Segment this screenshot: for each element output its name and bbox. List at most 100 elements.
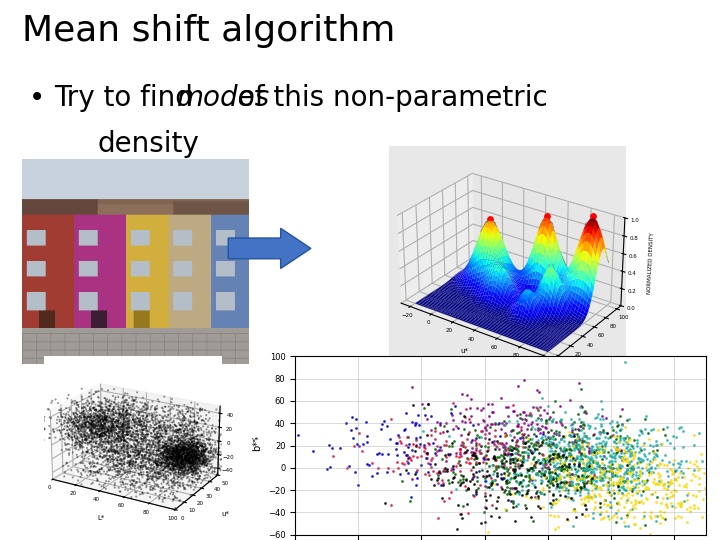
Point (504, 456, 516, 465)
Point (460, 448, 472, 456)
Point (451, 459, 463, 468)
Point (631, 436, 643, 444)
Point (469, 449, 480, 457)
Point (478, 417, 490, 426)
Point (398, 448, 410, 457)
Point (549, 451, 561, 460)
Point (555, 414, 567, 423)
Point (532, 436, 544, 444)
Point (560, 455, 572, 464)
Point (589, 503, 600, 511)
Point (528, 443, 540, 452)
Point (613, 486, 625, 495)
Point (457, 502, 469, 511)
Point (669, 475, 680, 483)
Point (575, 449, 587, 457)
Point (629, 483, 640, 491)
Point (612, 448, 624, 456)
Point (579, 431, 590, 440)
Point (446, 438, 458, 447)
Point (582, 511, 594, 519)
Point (667, 460, 679, 469)
Point (595, 420, 607, 428)
Point (411, 474, 423, 483)
Point (514, 450, 526, 459)
Point (431, 447, 443, 455)
Point (567, 454, 579, 462)
Point (551, 441, 562, 449)
Point (497, 460, 508, 468)
Point (636, 481, 648, 489)
Point (514, 488, 526, 496)
Point (487, 460, 499, 469)
Point (574, 483, 585, 491)
Point (624, 463, 636, 472)
Point (621, 442, 632, 451)
Point (688, 503, 699, 512)
Point (545, 474, 557, 483)
Point (604, 462, 616, 470)
Point (624, 436, 635, 444)
Point (500, 464, 512, 472)
Point (546, 479, 557, 488)
Point (583, 449, 595, 457)
Point (570, 468, 582, 476)
Point (660, 500, 672, 509)
Text: Try to find: Try to find (54, 84, 202, 112)
Point (613, 481, 624, 489)
Point (515, 422, 526, 431)
Point (595, 428, 606, 436)
Point (693, 465, 705, 474)
Point (603, 478, 614, 487)
Point (584, 460, 595, 468)
Point (574, 476, 585, 485)
Point (538, 461, 549, 469)
Point (598, 476, 609, 485)
Point (584, 494, 595, 503)
Point (590, 434, 601, 442)
Point (626, 468, 638, 477)
Point (501, 490, 513, 498)
Point (645, 462, 657, 471)
Point (598, 496, 610, 504)
Point (572, 424, 583, 433)
Point (606, 467, 617, 475)
Point (579, 445, 590, 454)
Point (469, 436, 481, 444)
Point (582, 439, 593, 448)
Point (549, 465, 561, 474)
Point (675, 467, 687, 475)
Point (464, 458, 476, 467)
Point (536, 464, 547, 472)
Point (621, 438, 633, 447)
Point (391, 438, 402, 447)
Point (670, 467, 681, 476)
Point (615, 446, 626, 455)
Point (512, 382, 523, 390)
Point (547, 457, 559, 466)
Point (596, 444, 608, 453)
Point (563, 478, 575, 487)
Point (539, 467, 551, 475)
Point (511, 487, 523, 496)
Point (478, 508, 490, 516)
Point (480, 451, 491, 460)
Point (647, 455, 659, 463)
Point (572, 410, 584, 418)
Point (600, 429, 612, 438)
Point (600, 444, 611, 453)
Point (510, 445, 522, 454)
Point (463, 485, 474, 494)
Point (449, 437, 460, 445)
Point (531, 416, 542, 424)
Point (536, 476, 547, 484)
Point (469, 426, 481, 435)
Text: Mean shift algorithm: Mean shift algorithm (22, 14, 395, 48)
Point (634, 524, 646, 532)
Point (398, 460, 410, 469)
Point (615, 483, 626, 492)
Point (606, 417, 618, 426)
Point (513, 450, 524, 459)
Point (436, 476, 448, 484)
Point (462, 435, 473, 443)
